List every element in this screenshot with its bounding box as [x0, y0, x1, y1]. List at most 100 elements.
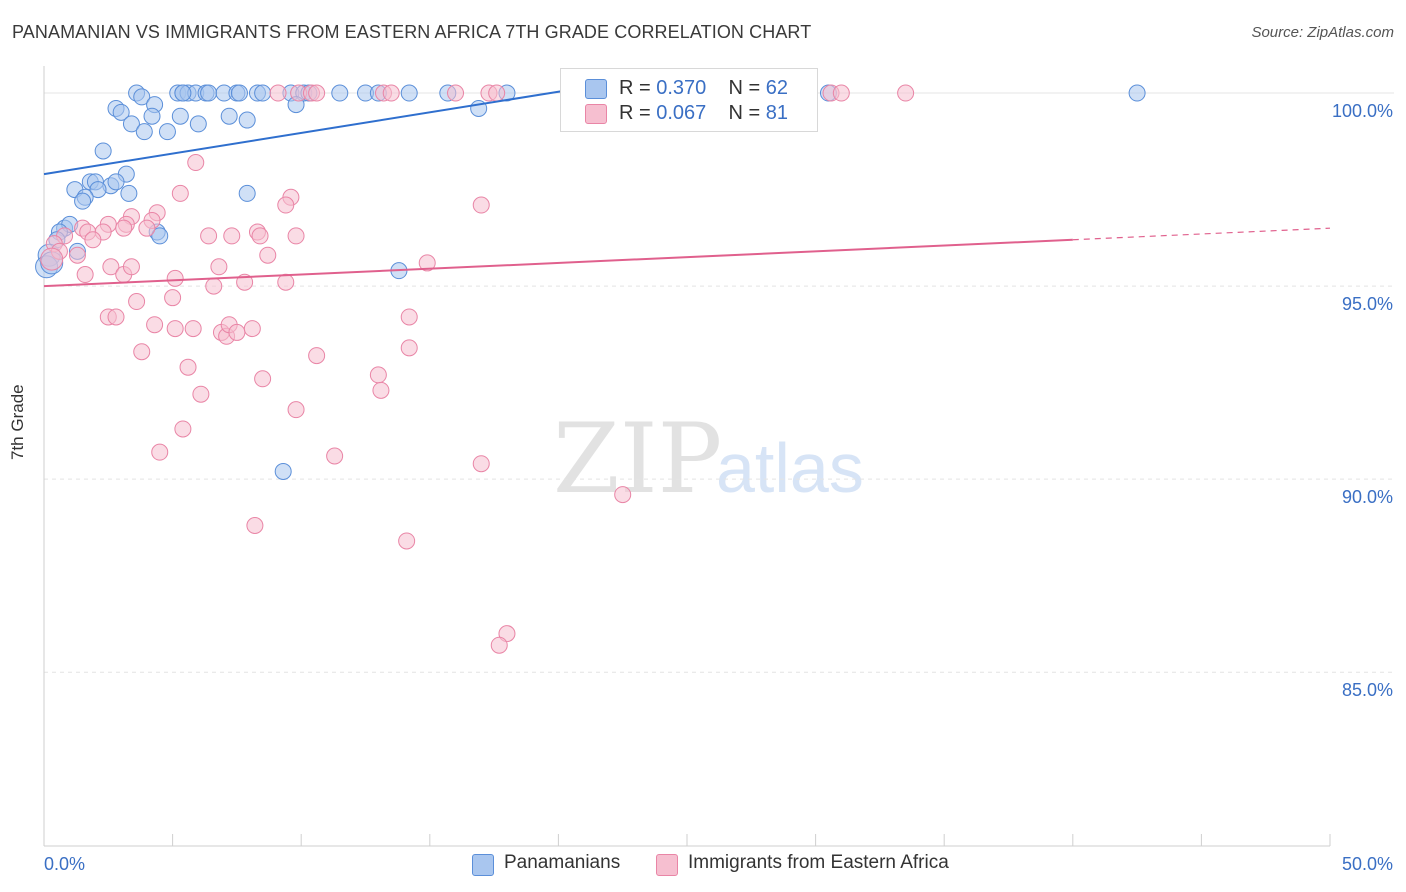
data-point — [143, 107, 161, 125]
data-point — [107, 173, 125, 191]
data-point — [179, 358, 197, 376]
data-point — [488, 84, 506, 102]
data-point — [171, 184, 189, 202]
x-tick-label: 0.0% — [44, 854, 85, 874]
ticks-layer: 100.0% 95.0% 90.0% 85.0% 0.0% 50.0% — [44, 101, 1393, 874]
trend-line-extension-1 — [1072, 227, 1331, 241]
legend-n-value: 62 — [765, 77, 789, 99]
data-point — [200, 227, 218, 245]
series-legend-label: Immigrants from Eastern Africa — [688, 852, 949, 873]
data-point — [287, 401, 305, 419]
legend-r-value: 0.370 — [656, 77, 707, 99]
data-point — [151, 443, 169, 461]
y-tick-label: 90.0% — [1342, 487, 1393, 507]
series-legend: Panamanians Immigrants from Eastern Afri… — [0, 852, 1406, 878]
data-point — [251, 227, 269, 245]
legend-r-label: R = — [619, 102, 657, 124]
legend-swatch-eastern-africa — [585, 104, 607, 124]
data-point — [490, 636, 508, 654]
data-point — [102, 258, 120, 276]
data-point — [308, 347, 326, 365]
data-point — [171, 107, 189, 125]
data-point — [94, 142, 112, 160]
y-tick-label: 100.0% — [1332, 101, 1393, 121]
y-tick-label: 95.0% — [1342, 294, 1393, 314]
data-point — [398, 532, 416, 550]
data-point — [135, 123, 153, 141]
data-point — [166, 320, 184, 338]
data-point — [331, 84, 349, 102]
data-point — [76, 266, 94, 284]
data-point — [158, 123, 176, 141]
data-point — [220, 107, 238, 125]
points-layer — [35, 84, 1146, 654]
data-point — [200, 84, 218, 102]
grid — [44, 92, 1394, 673]
data-point — [400, 84, 418, 102]
data-point — [164, 289, 182, 307]
legend-n-label: N = — [728, 102, 766, 124]
data-point — [151, 227, 169, 245]
trend-line-1 — [43, 238, 1073, 288]
data-point — [138, 219, 156, 237]
data-point — [382, 84, 400, 102]
data-point — [277, 196, 295, 214]
data-point — [418, 254, 436, 272]
legend-r-value: 0.067 — [656, 102, 707, 124]
data-point — [74, 192, 92, 210]
data-point — [122, 115, 140, 133]
x-tick-label: 50.0% — [1342, 854, 1393, 874]
data-point — [243, 320, 261, 338]
data-point — [228, 323, 246, 341]
chart-title: PANAMANIAN VS IMMIGRANTS FROM EASTERN AF… — [12, 22, 812, 42]
data-point — [189, 115, 207, 133]
correlation-legend: R = 0.370 N = 62 R = 0.067 N = 81 — [560, 68, 818, 132]
data-point — [472, 196, 490, 214]
data-point — [269, 84, 287, 102]
data-point — [246, 517, 264, 535]
data-point — [187, 154, 205, 172]
data-point — [238, 184, 256, 202]
data-point — [40, 247, 64, 271]
legend-n-label: N = — [728, 77, 766, 99]
data-point — [115, 219, 133, 237]
data-point — [238, 111, 256, 129]
watermark-zip: ZIP — [553, 403, 722, 515]
data-point — [447, 84, 465, 102]
data-point — [133, 343, 151, 361]
data-point — [326, 447, 344, 465]
trend-line-0 — [43, 80, 623, 176]
data-point — [112, 103, 130, 121]
data-point — [89, 181, 107, 199]
series-swatch-panamanians — [472, 854, 494, 876]
data-point — [192, 385, 210, 403]
data-point — [205, 277, 223, 295]
data-point — [287, 227, 305, 245]
source-label: Source: ZipAtlas.com — [1251, 24, 1394, 41]
series-legend-label: Panamanians — [504, 852, 621, 873]
data-point — [146, 316, 164, 334]
data-point — [372, 381, 390, 399]
data-point — [254, 84, 272, 102]
data-point — [277, 273, 295, 291]
watermark-atlas: atlas — [716, 429, 864, 507]
data-point — [400, 339, 418, 357]
legend-n-value: 81 — [765, 102, 789, 124]
data-point — [133, 88, 151, 106]
data-point — [128, 293, 146, 311]
data-point — [614, 486, 632, 504]
data-point — [122, 258, 140, 276]
y-tick-label: 85.0% — [1342, 680, 1393, 700]
legend-swatch-panamanians — [585, 79, 607, 99]
data-point — [400, 308, 418, 326]
series-swatch-eastern-africa — [656, 854, 678, 876]
data-point — [259, 246, 277, 264]
series-points-1 — [40, 84, 915, 654]
legend-r-label: R = — [619, 77, 657, 99]
data-point — [107, 308, 125, 326]
data-point — [472, 455, 490, 473]
data-point — [369, 366, 387, 384]
data-point — [254, 370, 272, 388]
data-point — [274, 462, 292, 480]
data-point — [84, 231, 102, 249]
